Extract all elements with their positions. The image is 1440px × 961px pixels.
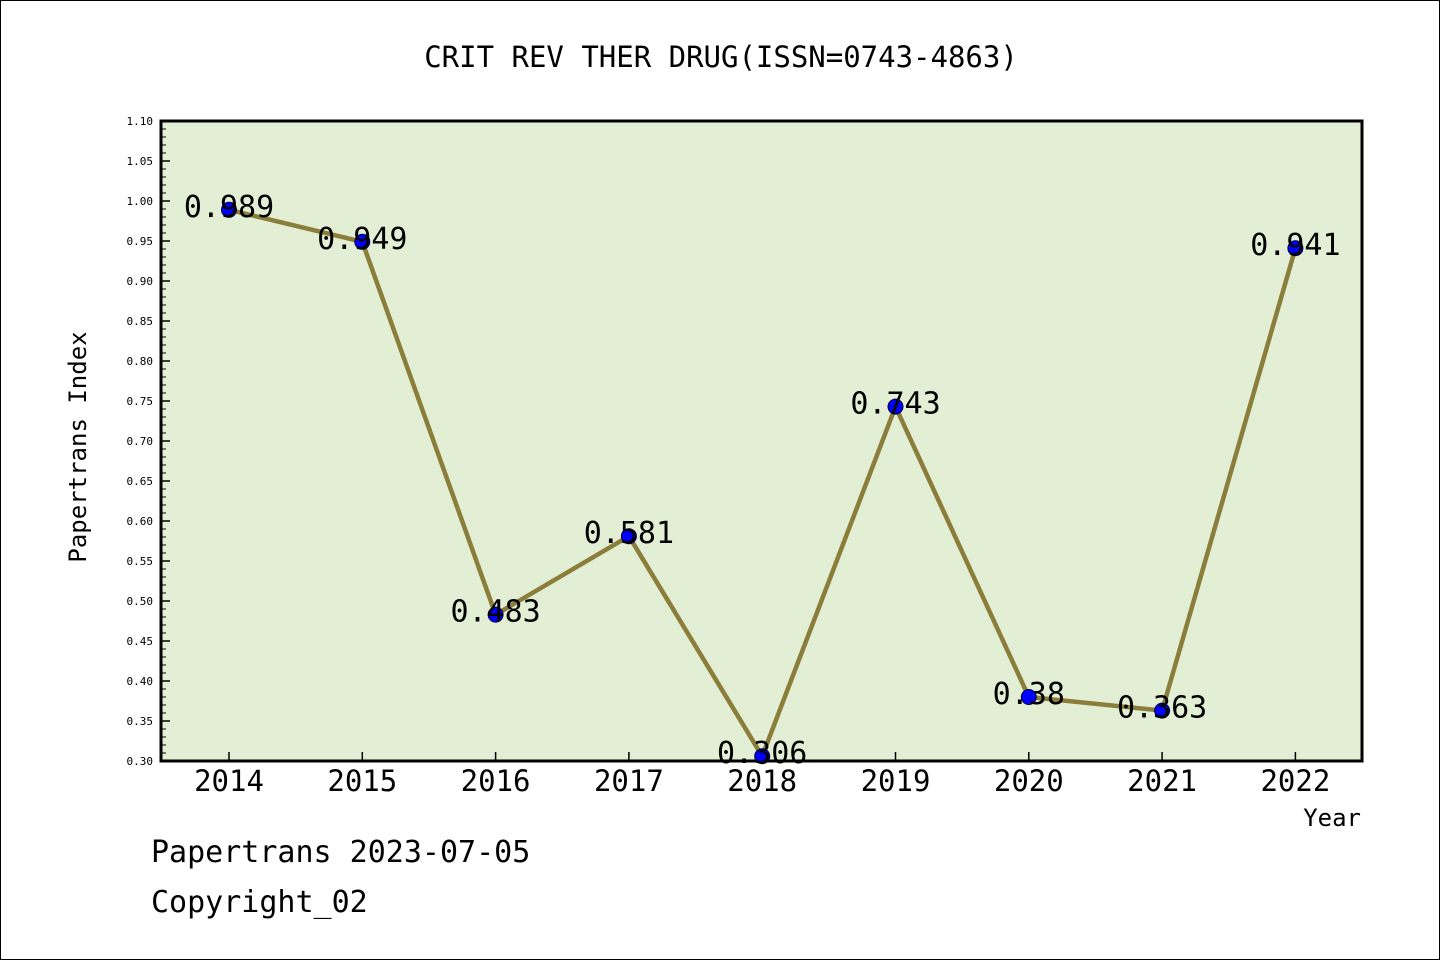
x-tick-label: 2017	[594, 764, 664, 798]
data-point	[887, 398, 904, 415]
data-label: 0.38	[993, 677, 1065, 712]
y-tick-label: 0.75	[127, 395, 154, 408]
y-tick-label: 0.50	[127, 595, 154, 608]
x-tick-label: 2014	[194, 764, 264, 798]
x-tick-label: 2018	[727, 764, 797, 798]
y-tick-label: 1.00	[127, 195, 154, 208]
data-point	[1287, 240, 1304, 257]
data-point	[1154, 702, 1171, 719]
data-label: 0.949	[317, 222, 407, 257]
y-tick-label: 0.45	[127, 635, 154, 648]
data-point	[620, 528, 637, 545]
x-axis: 2014 2015 2016 2017 2018 2019 2020 2021 2022	[194, 752, 1330, 798]
y-tick-label: 0.85	[127, 315, 154, 328]
x-tick-label: 2021	[1127, 764, 1197, 798]
data-label: 0.581	[584, 516, 674, 551]
y-tick-label: 0.70	[127, 435, 154, 448]
data-label: 0.941	[1250, 228, 1340, 263]
data-label: 0.363	[1117, 691, 1207, 726]
plot-area	[159, 119, 1364, 763]
data-label: 0.743	[850, 387, 940, 422]
x-tick-label: 2019	[861, 764, 931, 798]
x-axis-label: Year	[1303, 804, 1361, 832]
footer-copyright-text: Copyright_02	[151, 885, 368, 920]
y-axis-label: Papertrans Index	[64, 331, 92, 562]
footer-date-text: Papertrans 2023-07-05	[151, 835, 531, 870]
y-tick-label: 0.90	[127, 275, 154, 288]
y-axis: 0.30 0.35 0.40 0.45 0.50 0.55 0.60 0.65 0.70 0.75…	[127, 115, 170, 768]
y-tick-label: 0.60	[127, 515, 154, 528]
data-label: 0.989	[184, 190, 274, 225]
series-papertrans-index	[221, 201, 1304, 765]
data-point	[221, 201, 237, 218]
y-tick-label: 0.65	[127, 475, 154, 488]
x-tick-label: 2022	[1260, 764, 1330, 798]
data-point	[487, 606, 504, 623]
data-labels: 0.989 0.949 0.483 0.581 0.306 0.743 0.38 0.363 0…	[184, 190, 1341, 771]
y-tick-label: 0.95	[127, 235, 154, 248]
y-tick-label: 0.55	[127, 555, 154, 568]
data-point	[354, 233, 371, 250]
data-point	[754, 748, 771, 765]
x-tick-label: 2016	[461, 764, 531, 798]
y-tick-label: 1.10	[127, 115, 154, 128]
y-tick-label: 0.30	[127, 755, 154, 768]
data-point	[1020, 689, 1037, 705]
chart-title: CRIT REV THER DRUG(ISSN=0743-4863)	[424, 40, 1018, 74]
x-tick-label: 2020	[994, 764, 1064, 798]
y-tick-label: 0.80	[127, 355, 154, 368]
data-label: 0.306	[717, 736, 807, 771]
data-label: 0.483	[450, 595, 540, 630]
y-tick-label: 0.40	[127, 675, 154, 688]
y-tick-label: 1.05	[127, 155, 154, 168]
x-tick-label: 2015	[327, 764, 397, 798]
y-tick-label: 0.35	[127, 715, 154, 728]
